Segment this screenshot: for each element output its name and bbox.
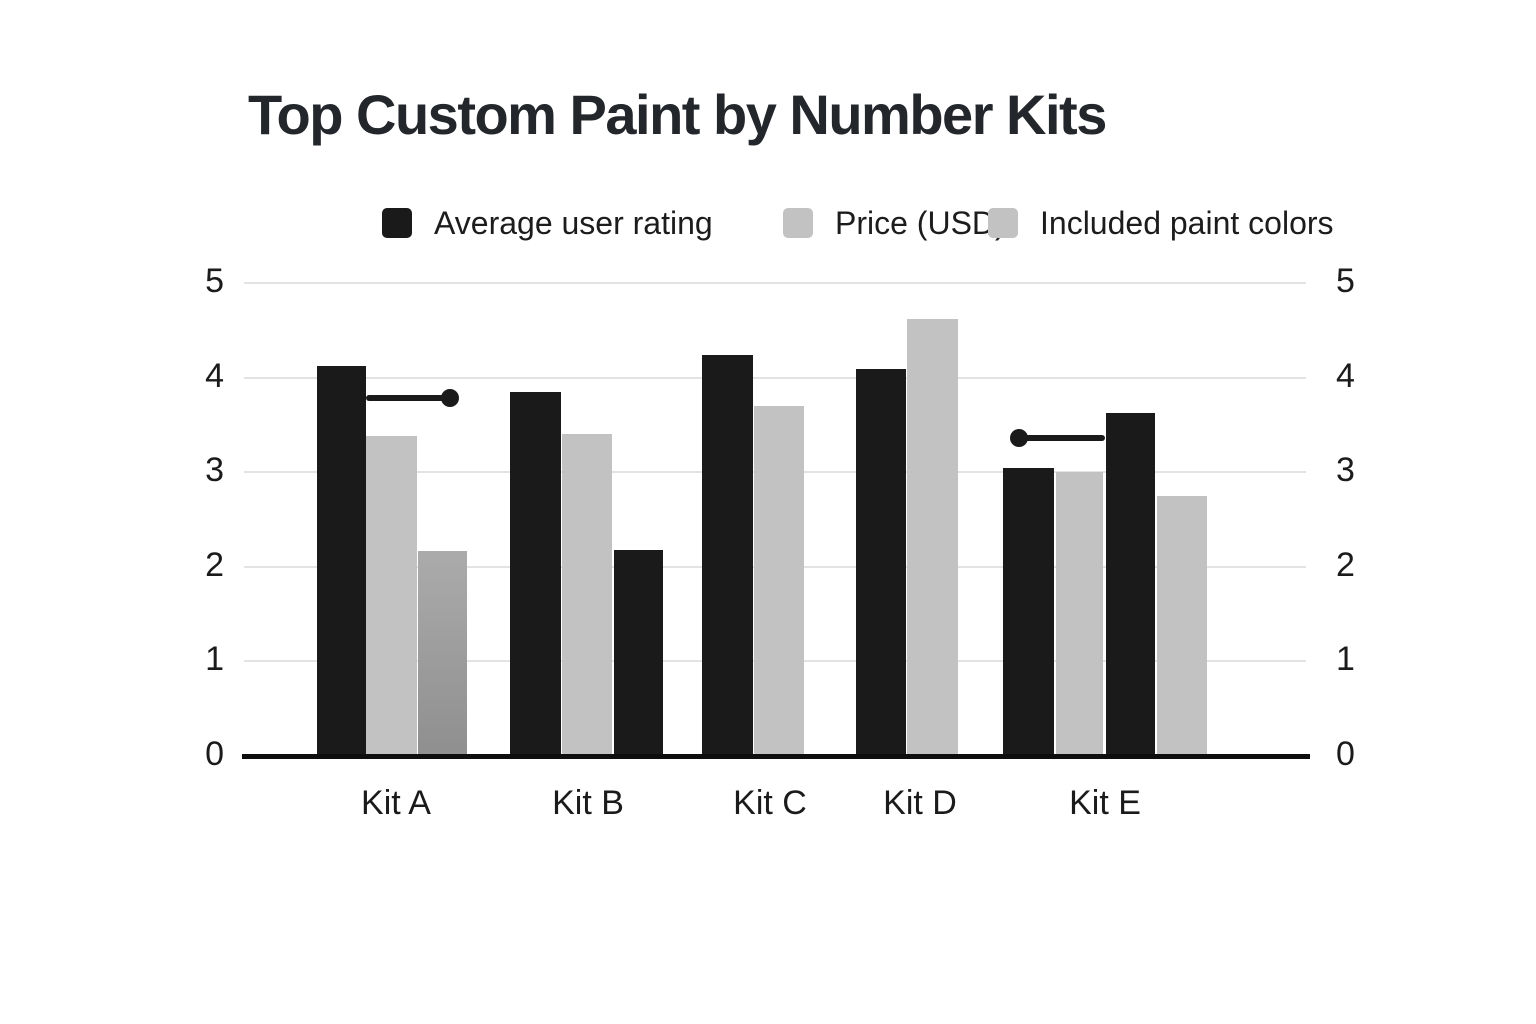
legend-label: Average user rating xyxy=(434,204,713,241)
x-axis-label-kit-c: Kit C xyxy=(733,784,807,822)
y-axis-left-tick-5: 5 xyxy=(205,262,224,300)
x-axis-line xyxy=(242,754,1310,759)
x-axis-label-kit-b: Kit B xyxy=(552,784,624,822)
bar-kit-c-0 xyxy=(702,354,753,756)
bar-kit-e-0 xyxy=(1003,468,1054,756)
gridline-5 xyxy=(244,282,1306,284)
y-axis-left-tick-0: 0 xyxy=(205,735,224,773)
y-axis-right-tick-4: 4 xyxy=(1336,356,1355,395)
legend-label: Price (USD) xyxy=(835,204,1006,241)
y-axis-right-tick-2: 2 xyxy=(1336,545,1355,584)
legend-label: Included paint colors xyxy=(1040,204,1334,241)
bar-kit-b-2 xyxy=(614,549,663,756)
legend-item-included-paint-colors: Included paint colors xyxy=(988,204,1334,241)
bar-kit-b-1 xyxy=(562,434,612,756)
annotation-line-2 xyxy=(1019,435,1105,442)
annotation-dot-1 xyxy=(441,389,459,408)
x-axis-label-kit-e: Kit E xyxy=(1069,784,1141,822)
y-axis-left-tick-3: 3 xyxy=(205,451,224,490)
gridline-4 xyxy=(244,376,1306,379)
bar-kit-d-0 xyxy=(856,369,906,756)
bar-kit-b-0 xyxy=(510,391,561,756)
legend-swatch-price-usd xyxy=(783,208,813,238)
legend-item-average-user-rating: Average user rating xyxy=(382,204,713,241)
legend-swatch-average-user-rating xyxy=(382,208,412,238)
bar-kit-a-2 xyxy=(418,550,467,756)
bar-kit-e-1 xyxy=(1056,472,1103,756)
y-axis-left-tick-2: 2 xyxy=(205,545,224,584)
annotation-dot-2 xyxy=(1010,429,1028,448)
bar-kit-c-1 xyxy=(754,405,804,756)
bar-kit-a-1 xyxy=(366,436,417,756)
y-axis-right-tick-5: 5 xyxy=(1336,262,1355,300)
y-axis-right-tick-0: 0 xyxy=(1336,735,1355,773)
bar-kit-e-3 xyxy=(1157,495,1207,756)
bar-kit-a-0 xyxy=(317,366,366,756)
y-axis-right-tick-1: 1 xyxy=(1336,640,1355,679)
x-axis-label-kit-a: Kit A xyxy=(361,784,431,822)
annotation-line-1 xyxy=(366,395,450,402)
bar-kit-d-1 xyxy=(907,318,958,756)
legend-swatch-included-paint-colors xyxy=(988,208,1018,238)
y-axis-left-tick-1: 1 xyxy=(205,640,224,679)
legend-item-price-usd: Price (USD) xyxy=(783,204,1006,241)
y-axis-left-tick-4: 4 xyxy=(205,356,224,395)
x-axis-label-kit-d: Kit D xyxy=(883,784,957,822)
chart-title: Top Custom Paint by Number Kits xyxy=(248,83,1107,146)
bar-kit-e-2 xyxy=(1106,412,1155,756)
y-axis-right-tick-3: 3 xyxy=(1336,451,1355,490)
